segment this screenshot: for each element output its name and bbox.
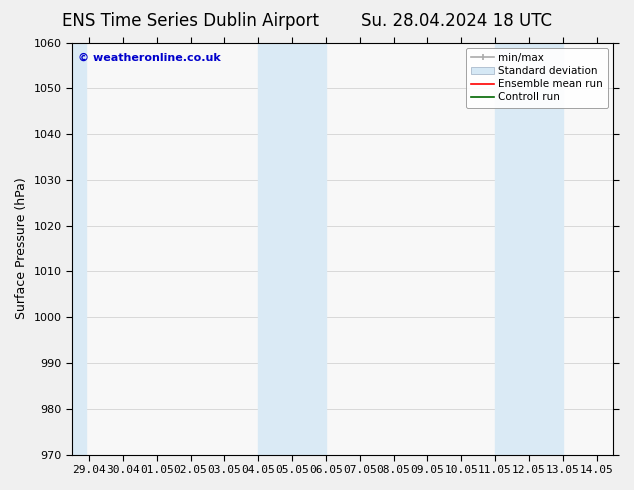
Text: © weatheronline.co.uk: © weatheronline.co.uk bbox=[77, 53, 220, 63]
Bar bbox=[258, 43, 326, 455]
Y-axis label: Surface Pressure (hPa): Surface Pressure (hPa) bbox=[15, 178, 28, 319]
Legend: min/max, Standard deviation, Ensemble mean run, Controll run: min/max, Standard deviation, Ensemble me… bbox=[466, 48, 608, 108]
Bar bbox=[495, 43, 563, 455]
Bar bbox=[72, 43, 86, 455]
Text: Su. 28.04.2024 18 UTC: Su. 28.04.2024 18 UTC bbox=[361, 12, 552, 30]
Text: ENS Time Series Dublin Airport: ENS Time Series Dublin Airport bbox=[61, 12, 319, 30]
